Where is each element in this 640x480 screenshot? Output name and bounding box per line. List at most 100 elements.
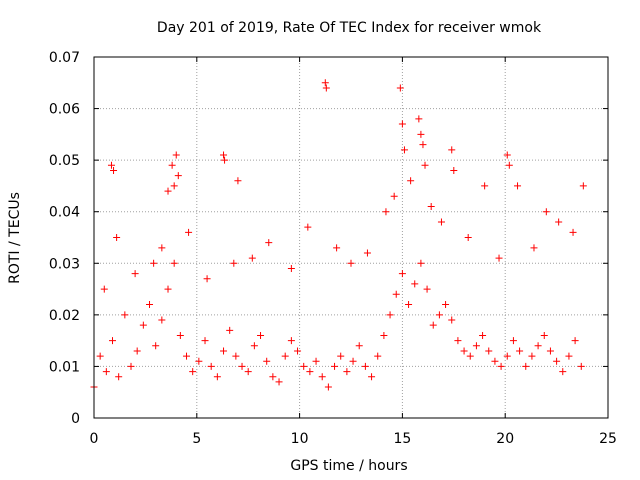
y-tick-label: 0.02 [49, 308, 80, 324]
data-point [195, 357, 203, 365]
y-tick-label: 0.03 [49, 256, 80, 272]
data-point [238, 362, 246, 370]
data-point [497, 362, 505, 370]
data-point [464, 234, 472, 241]
data-point [466, 352, 474, 360]
data-point [565, 352, 573, 360]
data-point [306, 368, 314, 376]
data-point [164, 285, 172, 293]
data-point [164, 187, 172, 195]
data-point [269, 373, 277, 381]
data-point [396, 84, 404, 92]
data-point [534, 342, 542, 350]
data-point [542, 208, 550, 216]
data-point [221, 156, 229, 164]
data-point [481, 182, 489, 190]
y-tick-label: 0.06 [49, 102, 80, 118]
data-point [321, 79, 329, 87]
data-point [170, 259, 178, 267]
data-point [503, 151, 511, 159]
data-point [368, 373, 376, 381]
data-point [294, 347, 302, 355]
data-point [220, 151, 228, 159]
data-point [109, 337, 117, 345]
data-point [107, 161, 115, 169]
data-point [516, 347, 524, 355]
data-point [207, 362, 215, 370]
data-point [460, 347, 468, 355]
data-point [318, 373, 326, 381]
data-point [183, 352, 191, 360]
data-point [220, 347, 228, 355]
data-point [448, 316, 456, 324]
data-point [96, 352, 104, 360]
y-tick-label: 0.05 [49, 153, 80, 169]
y-tick-label: 0.04 [49, 205, 80, 221]
data-point [185, 228, 193, 236]
data-point [324, 383, 332, 391]
data-point [110, 166, 118, 174]
data-point [559, 368, 567, 376]
data-point [102, 368, 110, 376]
data-point [146, 301, 154, 309]
data-point [546, 347, 554, 355]
data-point [479, 331, 487, 339]
data-point [398, 120, 406, 128]
data-point [361, 362, 369, 370]
data-point [411, 280, 419, 288]
data-point [429, 321, 437, 329]
data-point [234, 177, 242, 185]
data-point [491, 357, 499, 365]
data-point [437, 218, 445, 226]
data-point [448, 146, 456, 154]
data-point [257, 331, 265, 339]
data-point [423, 285, 431, 293]
data-point [349, 357, 357, 365]
data-point [113, 234, 121, 241]
data-point [392, 290, 400, 298]
data-point [250, 342, 258, 350]
data-point [300, 362, 308, 370]
data-point [232, 352, 240, 360]
data-point [569, 228, 577, 236]
data-point [505, 161, 513, 169]
data-point [176, 331, 184, 339]
data-point [189, 368, 197, 376]
axis-ticks: 0 5 10 15 20 25 0 0.01 0.02 0.03 0.04 0.05 0.06 0.07 [49, 50, 617, 447]
data-point [172, 151, 180, 159]
data-point [312, 357, 320, 365]
grid-lines [94, 57, 608, 418]
data-point [398, 270, 406, 278]
data-point [509, 337, 517, 345]
data-point [100, 285, 108, 293]
data-point [400, 146, 408, 154]
data-point [415, 115, 423, 123]
data-point [553, 357, 561, 365]
data-point [174, 172, 182, 180]
data-point [127, 362, 135, 370]
data-point [331, 362, 339, 370]
data-point [168, 161, 176, 169]
data-point [337, 352, 345, 360]
data-point [417, 130, 425, 138]
data-point [121, 311, 129, 319]
data-point [579, 182, 587, 190]
data-point [158, 316, 166, 324]
x-tick-label: 10 [291, 431, 309, 447]
y-axis-label: ROTI / TECUs [7, 192, 23, 284]
data-point [355, 342, 363, 350]
data-point [514, 182, 522, 190]
data-point [374, 352, 382, 360]
data-point [150, 259, 158, 267]
data-point [226, 326, 234, 334]
x-tick-label: 5 [192, 431, 201, 447]
data-point [503, 352, 511, 360]
data-point [333, 244, 341, 252]
data-point [244, 368, 252, 376]
data-point [522, 362, 530, 370]
data-point [528, 352, 536, 360]
data-points [90, 79, 587, 391]
data-point [405, 301, 413, 309]
